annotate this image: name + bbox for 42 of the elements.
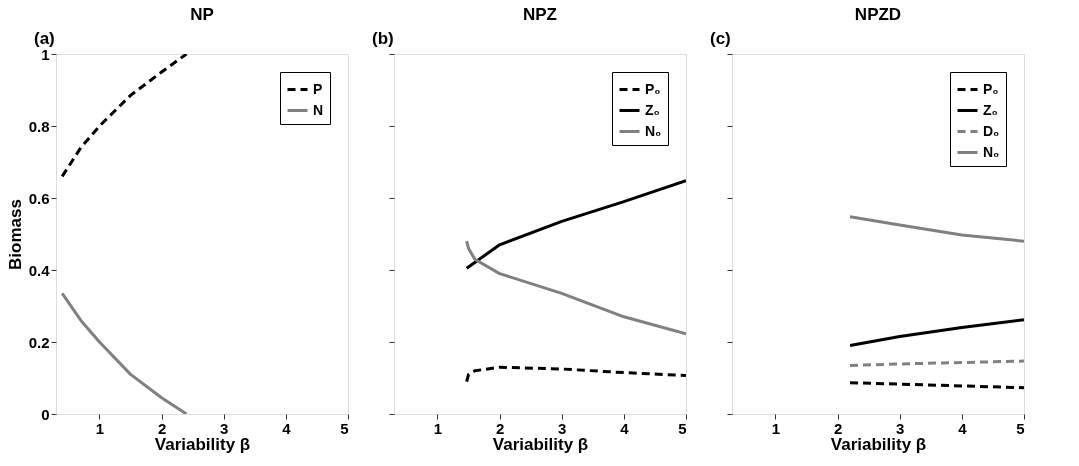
- x-tick-label: 3: [558, 419, 567, 437]
- x-tick-label: 5: [1016, 419, 1025, 437]
- legend-label: P: [313, 80, 323, 97]
- x-axis-title: Variability β: [492, 434, 589, 454]
- y-tick-label: 0.4: [28, 261, 51, 279]
- x-tick-label: 4: [620, 419, 630, 437]
- x-tick-label: 3: [896, 419, 905, 437]
- x-tick-label: 5: [678, 419, 687, 437]
- y-tick-label: 0.2: [28, 333, 50, 351]
- x-tick-label: 4: [958, 419, 968, 437]
- x-axis-title: Variability β: [154, 434, 251, 454]
- chart-title: NPZ: [523, 5, 557, 24]
- x-tick-label: 2: [833, 419, 843, 437]
- legend-label: D₀: [983, 122, 1000, 139]
- text: (a): [34, 29, 55, 48]
- x-tick-label: 1: [771, 419, 781, 437]
- y-tick-label: 1: [41, 45, 50, 63]
- line-series: [60, 291, 188, 414]
- line-series: [60, 54, 188, 178]
- legend-label: P₀: [645, 80, 661, 97]
- x-tick-label: 5: [340, 419, 349, 437]
- y-tick-label: 0.6: [28, 189, 50, 207]
- chart-title: NPZD: [854, 5, 902, 24]
- x-tick-label: 1: [95, 419, 105, 437]
- y-tick-label: 0: [41, 405, 50, 423]
- legend-label: Z₀: [983, 101, 998, 118]
- x-tick-label: 4: [282, 419, 292, 437]
- y-axis-title: Biomass: [5, 199, 25, 270]
- x-tick-label: 3: [220, 419, 229, 437]
- x-axis-title: Variability β: [830, 434, 927, 454]
- x-tick-label: 2: [157, 419, 167, 437]
- legend-label: N: [313, 101, 324, 118]
- y-tick-label: 0.8: [28, 117, 50, 135]
- legend-label: N₀: [645, 122, 662, 139]
- x-tick-label: 2: [495, 419, 505, 437]
- legend-label: Z₀: [645, 101, 660, 118]
- text: (b): [372, 29, 394, 48]
- legend-label: N₀: [983, 143, 1000, 160]
- chart-title: NP: [190, 5, 214, 24]
- x-tick-label: 1: [433, 419, 443, 437]
- legend-label: P₀: [983, 80, 999, 97]
- text: (c): [710, 29, 731, 48]
